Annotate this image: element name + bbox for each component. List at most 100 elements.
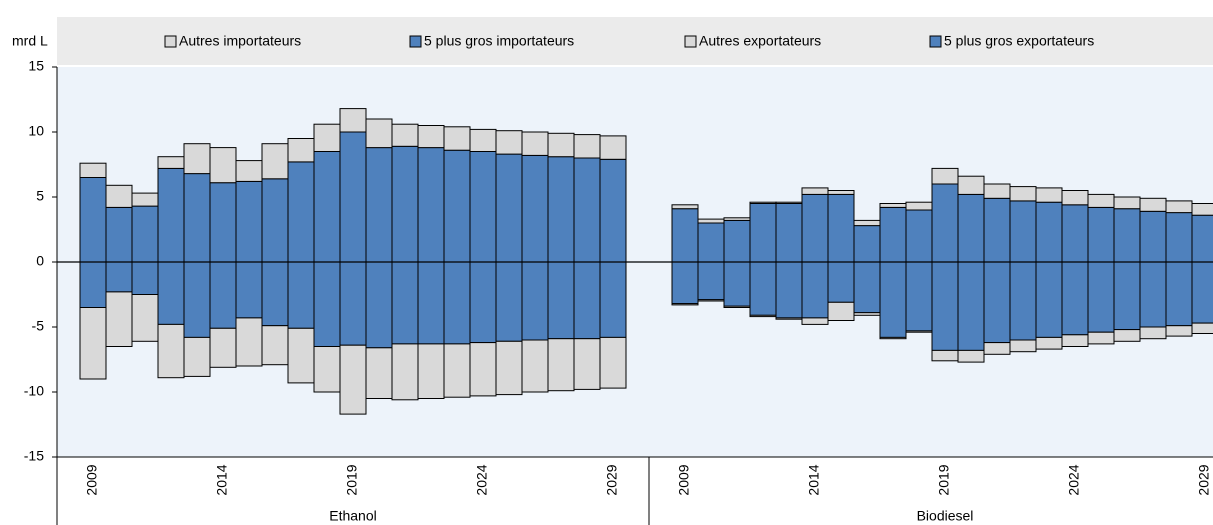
bar-segment — [905, 261, 933, 332]
bar-segment — [547, 132, 575, 158]
y-tick-label: 10 — [28, 123, 44, 139]
x-tick-label: 2029 — [604, 464, 620, 495]
y-tick-label: 5 — [36, 188, 44, 204]
bar-segment — [1009, 186, 1037, 202]
bar-segment — [697, 218, 725, 224]
bar-segment — [235, 317, 263, 367]
bar-segment — [801, 261, 829, 319]
bar-segment — [957, 175, 985, 195]
legend-band — [57, 17, 1213, 65]
y-tick-label: 15 — [28, 58, 44, 74]
bar-segment — [183, 261, 211, 338]
bar-segment — [235, 261, 263, 319]
bar-segment — [391, 343, 419, 401]
bar-segment — [313, 151, 341, 263]
bar-segment — [261, 143, 289, 180]
bar-segment — [131, 205, 159, 263]
bar-segment — [1087, 193, 1115, 208]
bar-segment — [417, 147, 445, 263]
bar-segment — [443, 343, 471, 398]
bar-segment — [1061, 261, 1089, 336]
bar-segment — [827, 193, 855, 263]
bar-segment — [1035, 336, 1063, 350]
bar-segment — [157, 323, 185, 379]
bar-segment — [1061, 190, 1089, 206]
bar-segment — [931, 349, 959, 362]
bar-segment — [339, 344, 367, 415]
y-tick-label: -5 — [32, 318, 45, 334]
bar-segment — [1035, 201, 1063, 263]
bar-segment — [339, 131, 367, 263]
bar-segment — [521, 339, 549, 393]
bar-segment — [209, 182, 237, 263]
x-tick-label: 2029 — [1196, 464, 1212, 495]
bar-segment — [749, 261, 777, 316]
bar-segment — [671, 303, 699, 306]
bar-segment — [547, 338, 575, 392]
bar-segment — [131, 294, 159, 342]
bar-segment — [1009, 339, 1037, 353]
bar-segment — [723, 217, 751, 221]
bar-segment — [1113, 208, 1141, 263]
bar-segment — [261, 261, 289, 327]
bar-segment — [1191, 261, 1213, 324]
bar-segment — [313, 346, 341, 393]
bar-segment — [671, 204, 699, 210]
bar-segment — [495, 130, 523, 155]
bar-segment — [79, 307, 107, 380]
bar-segment — [391, 145, 419, 263]
bar-segment — [1113, 329, 1141, 342]
bar-segment — [573, 261, 601, 340]
bar-segment — [1113, 261, 1141, 331]
bar-segment — [131, 261, 159, 295]
x-tick-label: 2014 — [214, 464, 230, 495]
bar-segment — [599, 135, 627, 160]
legend-swatch — [409, 35, 422, 48]
bar-segment — [775, 261, 803, 319]
bar-segment — [723, 261, 751, 307]
bar-segment — [1035, 261, 1063, 338]
bar-segment — [1191, 214, 1213, 263]
bar-segment — [853, 219, 881, 227]
bar-segment — [521, 154, 549, 263]
bar-segment — [853, 225, 881, 263]
bar-segment — [931, 167, 959, 185]
bar-segment — [443, 126, 471, 151]
y-tick-label: 0 — [36, 253, 44, 269]
bar-segment — [391, 261, 419, 345]
bar-segment — [573, 157, 601, 263]
bar-segment — [931, 183, 959, 263]
bar-segment — [723, 219, 751, 263]
bar-segment — [495, 340, 523, 396]
bar-segment — [983, 183, 1011, 199]
bar-segment — [1009, 200, 1037, 263]
bar-segment — [1165, 325, 1193, 337]
bar-segment — [313, 123, 341, 152]
bar-segment — [879, 336, 907, 340]
bar-segment — [469, 151, 497, 263]
bar-segment — [183, 173, 211, 263]
bar-segment — [905, 330, 933, 333]
bar-segment — [827, 261, 855, 303]
bar-segment — [671, 261, 699, 305]
x-tick-label: 2019 — [344, 464, 360, 495]
bar-segment — [905, 201, 933, 211]
legend-label: 5 plus gros importateurs — [424, 33, 574, 49]
bar-segment — [599, 336, 627, 389]
bar-segment — [469, 128, 497, 152]
y-axis-label: mrd L — [12, 33, 48, 49]
bar-segment — [1139, 210, 1167, 263]
bars — [79, 108, 1213, 415]
bar-segment — [1061, 204, 1089, 263]
bar-segment — [235, 160, 263, 182]
bar-segment — [1191, 322, 1213, 335]
group-label: Biodiesel — [917, 508, 974, 524]
bar-segment — [983, 342, 1011, 355]
bar-segment — [391, 123, 419, 147]
bar-segment — [365, 147, 393, 263]
group-label: Ethanol — [329, 508, 376, 524]
bar-segment — [879, 203, 907, 208]
bar-segment — [879, 206, 907, 263]
bar-segment — [521, 261, 549, 341]
